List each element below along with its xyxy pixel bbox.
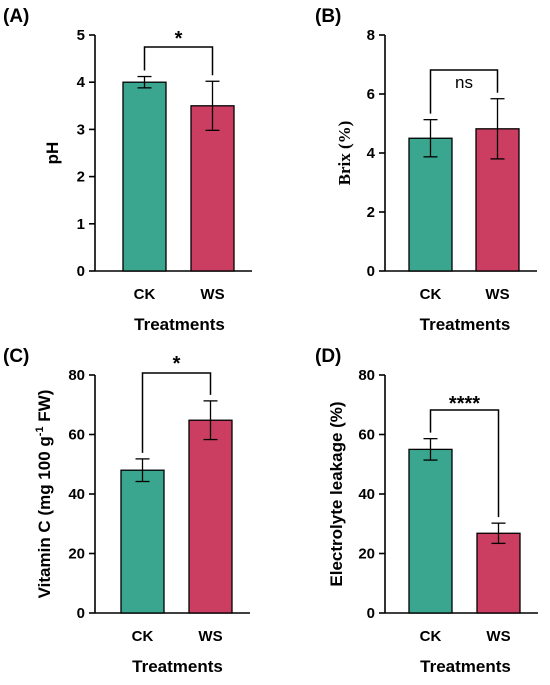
x-axis-title: Treatments xyxy=(132,657,223,676)
y-tick-label: 40 xyxy=(68,486,85,503)
x-tick-label: CK xyxy=(132,628,154,645)
x-tick-label: CK xyxy=(134,286,156,303)
y-tick-label: 40 xyxy=(358,486,375,503)
bar-ws xyxy=(476,532,521,614)
x-tick-label: WS xyxy=(200,286,224,303)
significance-bracket xyxy=(429,69,499,114)
y-tick-label: 0 xyxy=(77,605,85,622)
x-axis-title: Treatments xyxy=(420,315,511,334)
bar-ck xyxy=(122,81,167,272)
panel-label: (B) xyxy=(315,6,341,27)
y-axis-title: Electrolyte leakage (%) xyxy=(327,401,346,586)
x-axis-title: Treatments xyxy=(420,657,511,676)
bar-ck xyxy=(120,469,165,614)
x-tick-label: WS xyxy=(485,286,509,303)
panel-label: (C) xyxy=(3,346,29,367)
bar-ws xyxy=(190,105,235,272)
panel-label: (D) xyxy=(315,346,341,367)
significance-label: ns xyxy=(455,73,473,92)
y-tick-label: 80 xyxy=(358,367,375,384)
x-tick-label: CK xyxy=(420,628,442,645)
x-axis-title: Treatments xyxy=(134,315,225,334)
significance-bracket xyxy=(141,372,212,453)
y-tick-label: 3 xyxy=(77,121,85,138)
x-tick-label: WS xyxy=(198,628,222,645)
y-tick-label: 20 xyxy=(68,546,85,563)
y-axis-title: pH xyxy=(43,142,62,165)
y-tick-label: 80 xyxy=(68,367,85,384)
y-tick-label: 4 xyxy=(367,145,376,162)
y-tick-label: 5 xyxy=(77,27,85,44)
x-tick-label: CK xyxy=(420,286,442,303)
y-tick-label: 0 xyxy=(77,263,85,280)
significance-bracket xyxy=(143,46,214,76)
significance-label: * xyxy=(173,353,181,375)
y-tick-label: 0 xyxy=(367,605,375,622)
panel-c: (C) 0 20 40 60 80 CK WS Treatments Vitamin C (mg … xyxy=(3,346,250,676)
y-tick-label: 2 xyxy=(367,204,375,221)
y-axis-title: Brix (%) xyxy=(335,121,354,186)
y-tick-label: 6 xyxy=(367,86,375,103)
y-tick-label: 20 xyxy=(358,546,375,563)
significance-label: **** xyxy=(449,393,480,415)
x-tick-label: WS xyxy=(486,628,510,645)
panel-a: (A) 0 1 2 3 4 5 CK WS Treatments pH * xyxy=(3,6,252,334)
y-tick-label: 8 xyxy=(367,27,375,44)
y-tick-label: 60 xyxy=(358,427,375,444)
y-tick-label: 60 xyxy=(68,427,85,444)
panel-d: (D) 0 20 40 60 80 CK WS Treatments Electrolyte le… xyxy=(315,346,538,676)
bar-ws xyxy=(188,419,233,614)
y-axis-title: Vitamin C (mg 100 g-1 FW) xyxy=(34,390,54,599)
y-tick-label: 4 xyxy=(77,74,86,91)
y-tick-label: 1 xyxy=(77,216,85,233)
panel-b: (B) 0 2 4 6 8 CK WS Treatments Brix (%) ns xyxy=(315,6,537,334)
y-tick-label: 2 xyxy=(77,169,85,186)
panel-label: (A) xyxy=(3,6,29,27)
significance-bracket xyxy=(429,409,500,518)
y-tick-label: 0 xyxy=(367,263,375,280)
bar-ck xyxy=(408,448,453,614)
bar-ck xyxy=(408,137,453,272)
significance-label: * xyxy=(175,28,183,50)
